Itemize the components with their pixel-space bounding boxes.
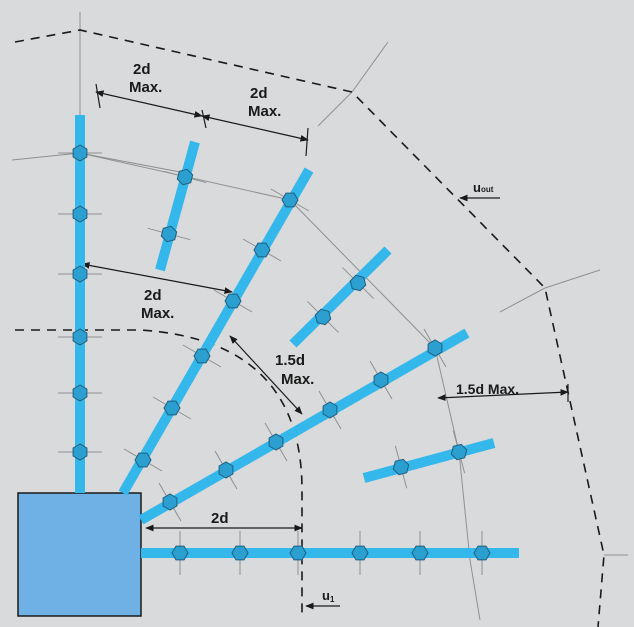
stud-head (373, 371, 389, 389)
stud-head (411, 545, 429, 561)
dimension-lines (81, 83, 569, 610)
stud-head (72, 265, 88, 283)
radial-guide-2 (351, 41, 389, 93)
stud-head (218, 461, 234, 479)
dim-top-left-extension-b (201, 109, 207, 129)
stud-head (473, 545, 491, 561)
radial-guide-3 (544, 269, 601, 289)
dim-top-right (201, 114, 309, 142)
stud-head (392, 458, 410, 476)
stud-head (253, 242, 271, 258)
stud-rail-diagonal-short-b (289, 246, 392, 348)
stud-rail-diagonal-short-c (362, 438, 496, 483)
stud-head (162, 493, 178, 511)
stud-head (268, 433, 284, 451)
stud-head (171, 545, 189, 561)
stud-head (72, 144, 88, 162)
stud-head (322, 401, 338, 419)
dim-first-row (229, 335, 303, 415)
outer-control-perimeter-guide (11, 152, 181, 173)
dim-top-left (95, 90, 203, 118)
label-top-right-max: Max. (248, 103, 281, 120)
stud-head (72, 328, 88, 346)
label-top-left-max: Max. (129, 79, 162, 96)
outer-perimeter-uout (14, 29, 605, 627)
stud-head (450, 443, 468, 461)
stud-rail-diagonal-long-a (118, 167, 314, 496)
label-middle-max: Max. (141, 305, 174, 322)
dim-middle (81, 262, 233, 294)
stud-head (72, 205, 88, 223)
radial-guide-6 (317, 91, 353, 127)
stud-head (163, 400, 181, 416)
label-middle-value: 2d (144, 287, 162, 304)
stud-rails (75, 115, 519, 558)
stud-head (349, 274, 367, 292)
stud-head (289, 545, 307, 561)
stud-head (134, 452, 152, 468)
label-right: 1.5d Max. (456, 381, 519, 397)
stud-rail-diagonal-short-a (155, 140, 200, 272)
stud-head (314, 308, 332, 326)
dim-right (437, 388, 569, 402)
column (17, 492, 142, 617)
dim-top-right-extension (305, 127, 309, 157)
radial-guide-5 (469, 559, 481, 621)
stud-head (176, 168, 194, 186)
label-uout: uout (473, 180, 494, 195)
stud-head (224, 293, 242, 309)
stud-head (351, 545, 369, 561)
stud-head (231, 545, 249, 561)
label-top-left-value: 2d (133, 61, 151, 78)
stud-head (193, 348, 211, 364)
stud-head (160, 225, 178, 243)
stud-heads (58, 144, 491, 575)
label-top-right-value: 2d (250, 85, 268, 102)
label-first-row-value: 1.5d (275, 352, 305, 369)
label-bottom: 2d (211, 510, 229, 527)
stud-head (427, 339, 443, 357)
label-first-row-max: Max. (281, 371, 314, 388)
label-u1: u1 (322, 588, 335, 604)
dim-top-left-extension-a (95, 83, 101, 109)
stud-rail-diagonal-long-b (138, 328, 470, 525)
radial-guide-7 (499, 287, 546, 313)
stud-head (281, 192, 299, 208)
dimension-labels: 2d Max. 2d Max. 2d Max. 1.5d Max. 1.5d M… (129, 61, 519, 604)
stud-head (72, 443, 88, 461)
stud-head (72, 384, 88, 402)
